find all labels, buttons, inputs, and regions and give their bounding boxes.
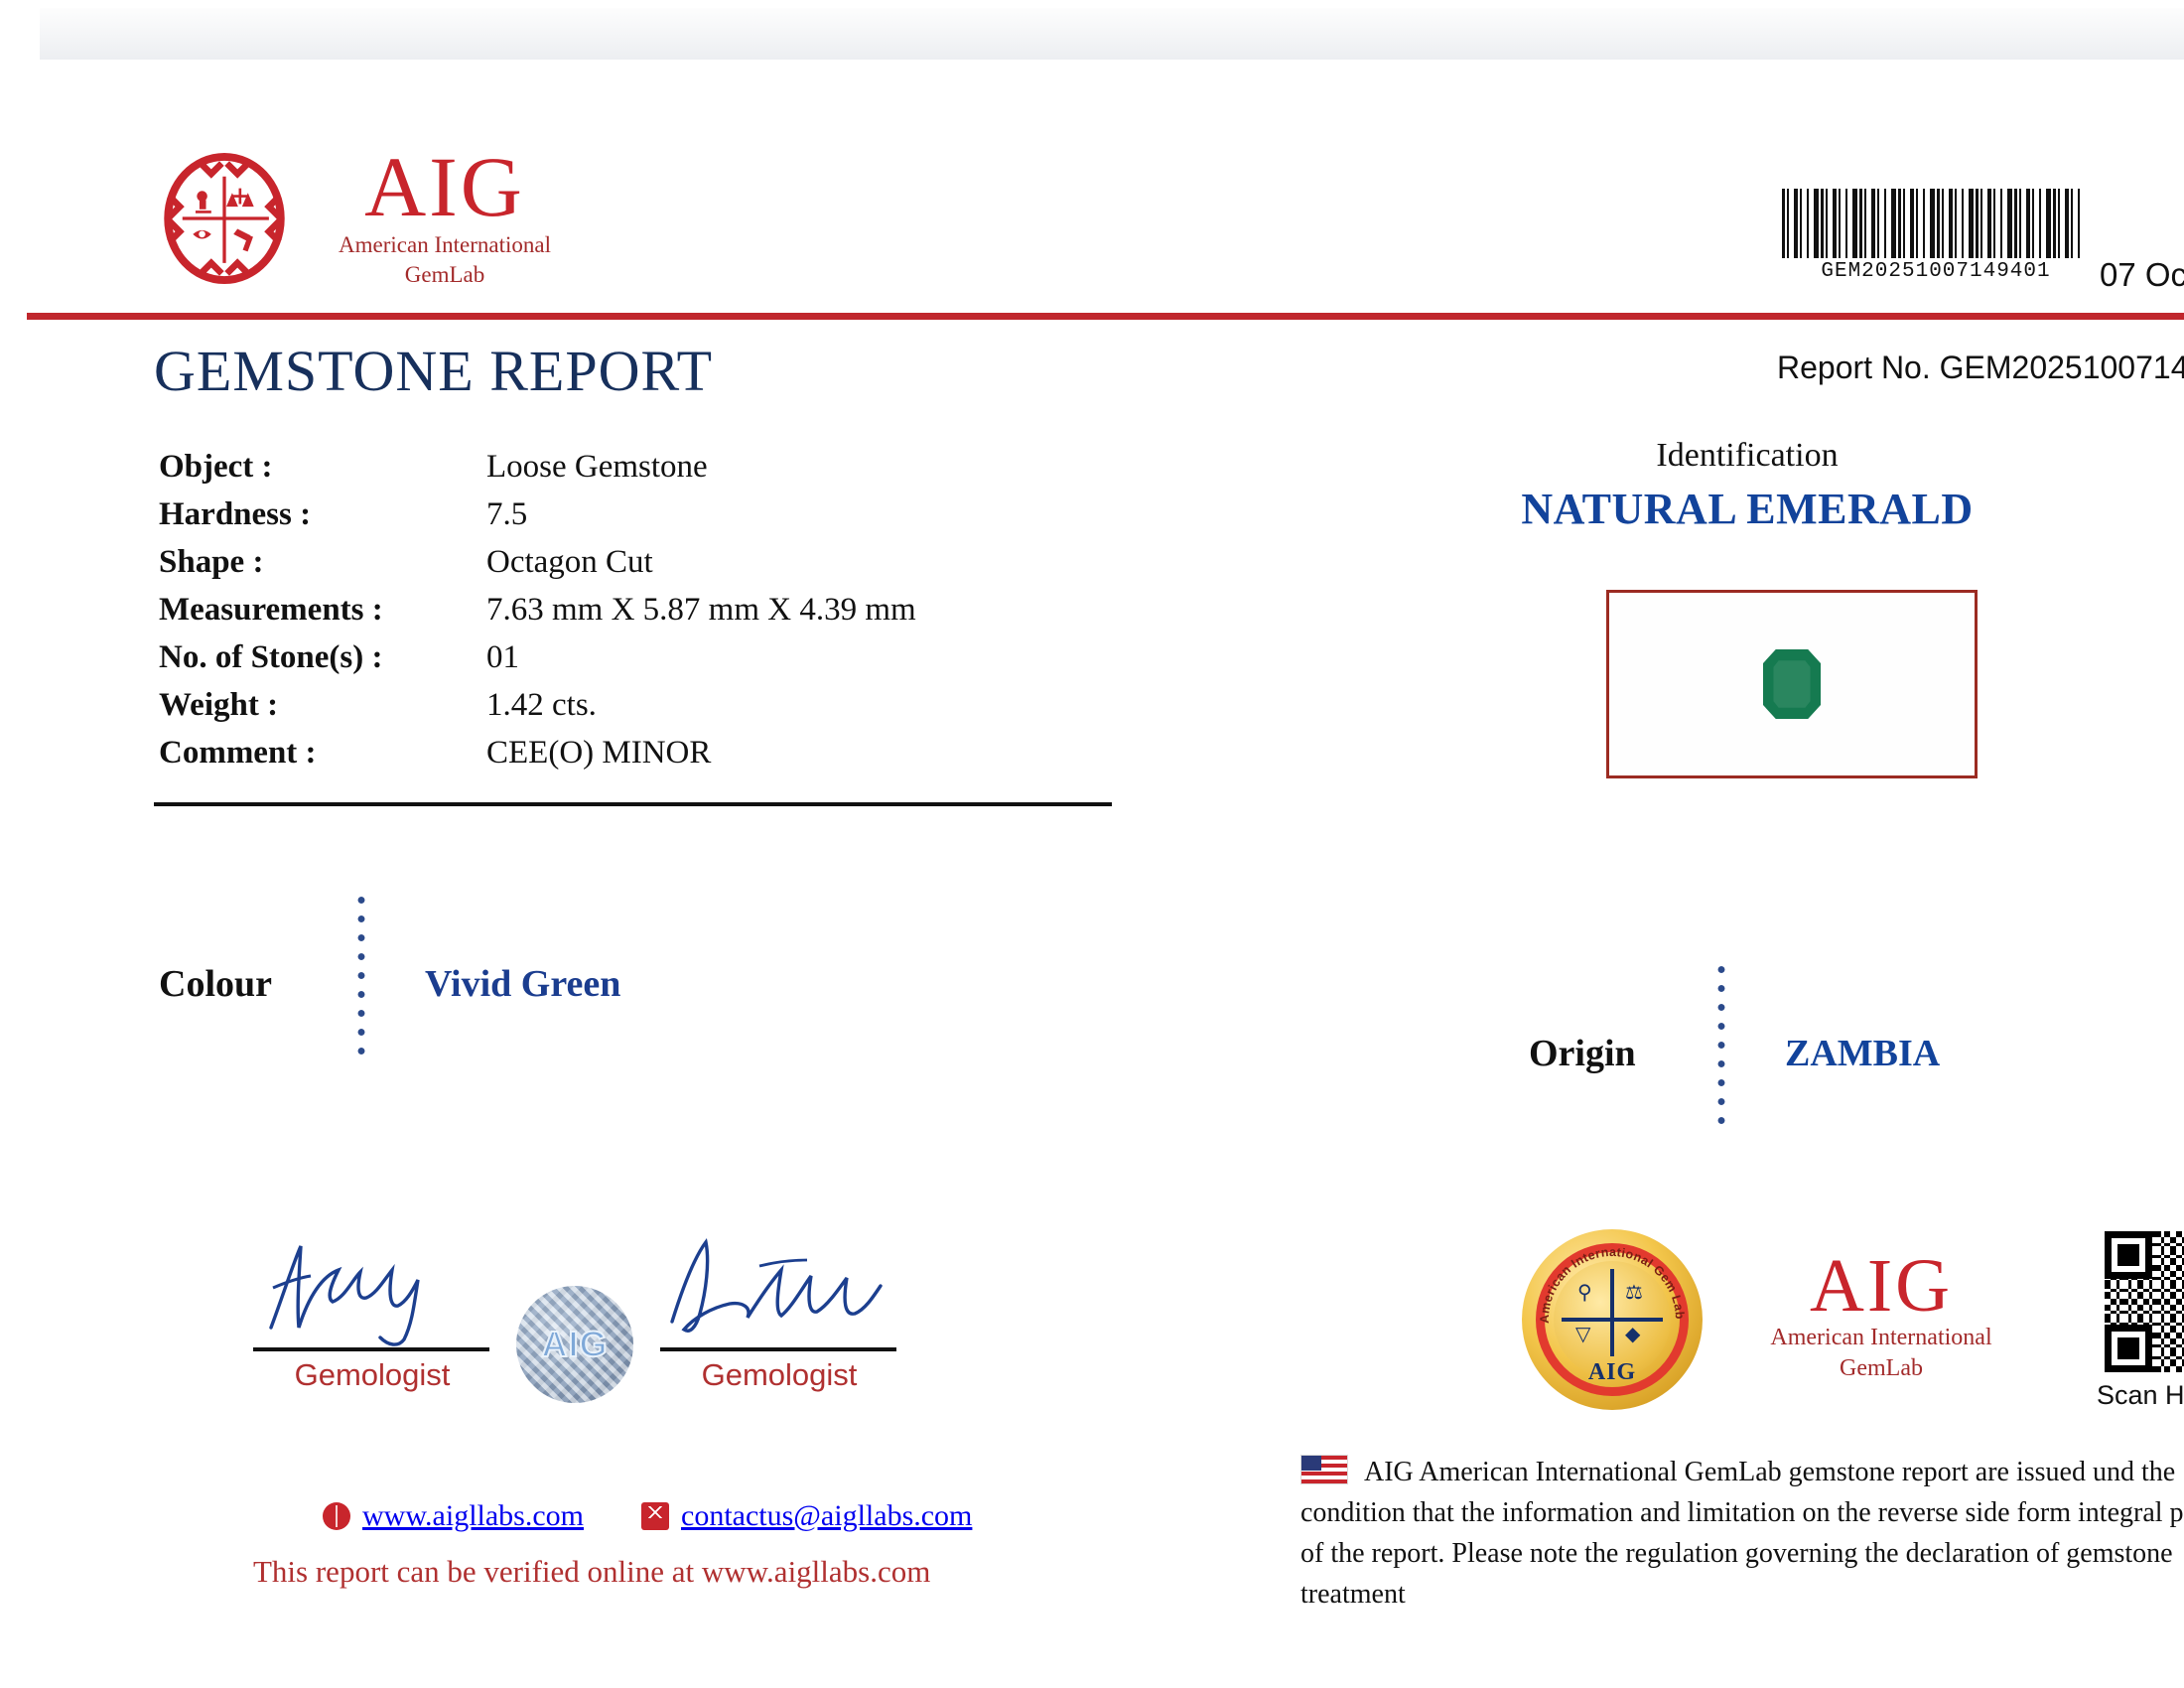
gemstone-table-facet	[1773, 660, 1811, 708]
seal-center-text: AIG	[1587, 1359, 1637, 1385]
header-divider	[27, 313, 2184, 320]
email-text: contactus@aigllabs.com	[681, 1499, 973, 1532]
property-value: 1.42 cts.	[486, 687, 597, 723]
seal-red-ring	[1536, 1243, 1689, 1396]
disclaimer-body: AIG American International GemLab gemsto…	[1300, 1457, 2184, 1610]
logo-line1: American International	[339, 232, 551, 257]
colour-row: Colour Vivid Green	[159, 891, 621, 1069]
table-row: Measurements : 7.63 mm X 5.87 mm X 4.39 …	[159, 592, 1112, 639]
page-title: GEMSTONE REPORT	[154, 339, 714, 403]
seal-cross-vertical	[1610, 1269, 1614, 1356]
signature-line-right	[660, 1347, 896, 1351]
property-label: No. of Stone(s) :	[159, 639, 383, 675]
signature-caption-right: Gemologist	[701, 1357, 858, 1392]
seal-arc-label: American International Gem Lab.	[1522, 1229, 1687, 1324]
globe-icon	[323, 1502, 350, 1530]
tweezers-icon: ▽	[1575, 1324, 1591, 1345]
seal-arc-text: American International Gem Lab.	[1522, 1229, 1687, 1324]
property-label: Shape :	[159, 544, 264, 580]
property-label: Object :	[159, 449, 273, 485]
email-link[interactable]: contactus@aigllabs.com	[641, 1499, 972, 1533]
property-label: Comment :	[159, 735, 317, 771]
property-label: Measurements :	[159, 592, 383, 628]
logo-line2: GemLab	[404, 262, 485, 287]
gemstone-image	[1763, 649, 1821, 719]
property-label: Weight :	[159, 687, 279, 723]
signature-area: Gemologist AIG Gemologist	[253, 1236, 898, 1415]
issue-date: 07 Oct 2	[2100, 256, 2184, 293]
property-value: 7.5	[486, 496, 528, 532]
scan-edge-artifact	[40, 8, 2184, 61]
property-value: CEE(O) MINOR	[486, 735, 712, 771]
report-number: Report No. GEM20251007149	[1777, 350, 2184, 385]
bottom-logo-line1: American International	[1770, 1325, 1992, 1350]
origin-value: ZAMBIA	[1785, 1033, 1941, 1074]
bottom-logo-line2: GemLab	[1840, 1355, 1923, 1381]
qr-eye-tl	[2105, 1231, 2152, 1279]
signature-ink-right	[660, 1236, 898, 1347]
signature-caption-left: Gemologist	[294, 1357, 451, 1392]
colour-value: Vivid Green	[425, 963, 621, 1005]
barcode-number: GEM20251007149401	[1821, 260, 2051, 283]
logo-aig-text: AIG	[364, 139, 525, 234]
bottom-aig-logo: AIG American International GemLab	[1732, 1244, 2030, 1384]
qr-code[interactable]	[2105, 1231, 2184, 1372]
website-link[interactable]: www.aigllabs.com	[323, 1499, 584, 1533]
gem-pick-icon: ◆	[1625, 1324, 1641, 1345]
property-label: Hardness :	[159, 496, 312, 532]
identification-label: Identification	[1656, 437, 1839, 474]
property-value: 7.63 mm X 5.87 mm X 4.39 mm	[486, 592, 916, 628]
scale-icon: ⚖	[1625, 1282, 1643, 1304]
table-row: Shape : Octagon Cut	[159, 544, 1112, 592]
microscope-icon: ⚲	[1577, 1282, 1592, 1304]
scan-edge-artifact-lower	[0, 60, 2184, 66]
qr-eye-bl	[2105, 1325, 2152, 1372]
signature-right: Gemologist	[660, 1236, 898, 1393]
barcode-bars	[1782, 189, 2084, 258]
svg-text:American International Gem Lab: American International Gem Lab.	[1522, 1229, 1687, 1324]
property-value: Octagon Cut	[486, 544, 653, 580]
table-row: Hardness : 7.5	[159, 496, 1112, 544]
table-row: Comment : CEE(O) MINOR	[159, 735, 1112, 782]
origin-label: Origin	[1529, 1033, 1636, 1074]
property-table: Object : Loose Gemstone Hardness : 7.5 S…	[159, 449, 1112, 782]
website-text: www.aigllabs.com	[362, 1499, 585, 1532]
dotted-separator	[1717, 960, 1725, 1131]
scan-here-label: Scan H	[2097, 1380, 2184, 1410]
verify-note: This report can be verified online at ww…	[253, 1554, 931, 1589]
table-row: No. of Stone(s) : 01	[159, 639, 1112, 687]
dotted-separator	[357, 891, 365, 1061]
signature-line-left	[253, 1347, 489, 1351]
identification-value: NATURAL EMERALD	[1521, 485, 1974, 533]
origin-row: Origin ZAMBIA	[1529, 960, 1941, 1139]
signature-left: Gemologist	[253, 1236, 491, 1393]
aig-logo: AIG American International GemLab	[159, 143, 576, 296]
hologram-text: AIG	[540, 1323, 609, 1365]
gemstone-photo-frame	[1606, 590, 1978, 778]
table-row: Object : Loose Gemstone	[159, 449, 1112, 496]
table-row: Weight : 1.42 cts.	[159, 687, 1112, 735]
hologram-sticker: AIG	[516, 1286, 633, 1403]
signature-ink-left	[253, 1236, 491, 1347]
seal-cross-horizontal	[1562, 1318, 1663, 1322]
property-value: Loose Gemstone	[486, 449, 708, 485]
bottom-logo-aig: AIG	[1809, 1244, 1954, 1328]
colour-label: Colour	[159, 963, 272, 1005]
us-flag-icon	[1300, 1455, 1348, 1484]
mail-icon	[641, 1502, 670, 1530]
barcode: GEM20251007149401	[1782, 189, 2090, 283]
gold-seal: ⚲ ⚖ ▽ ◆ AIG American International Gem L…	[1516, 1223, 1708, 1416]
property-value: 01	[486, 639, 519, 675]
aig-emblem-icon	[164, 153, 285, 284]
disclaimer-text: AIG American International GemLab gemsto…	[1300, 1452, 2184, 1615]
footer-links: www.aigllabs.com contactus@aigllabs.com	[323, 1499, 972, 1533]
section-divider	[154, 802, 1112, 806]
